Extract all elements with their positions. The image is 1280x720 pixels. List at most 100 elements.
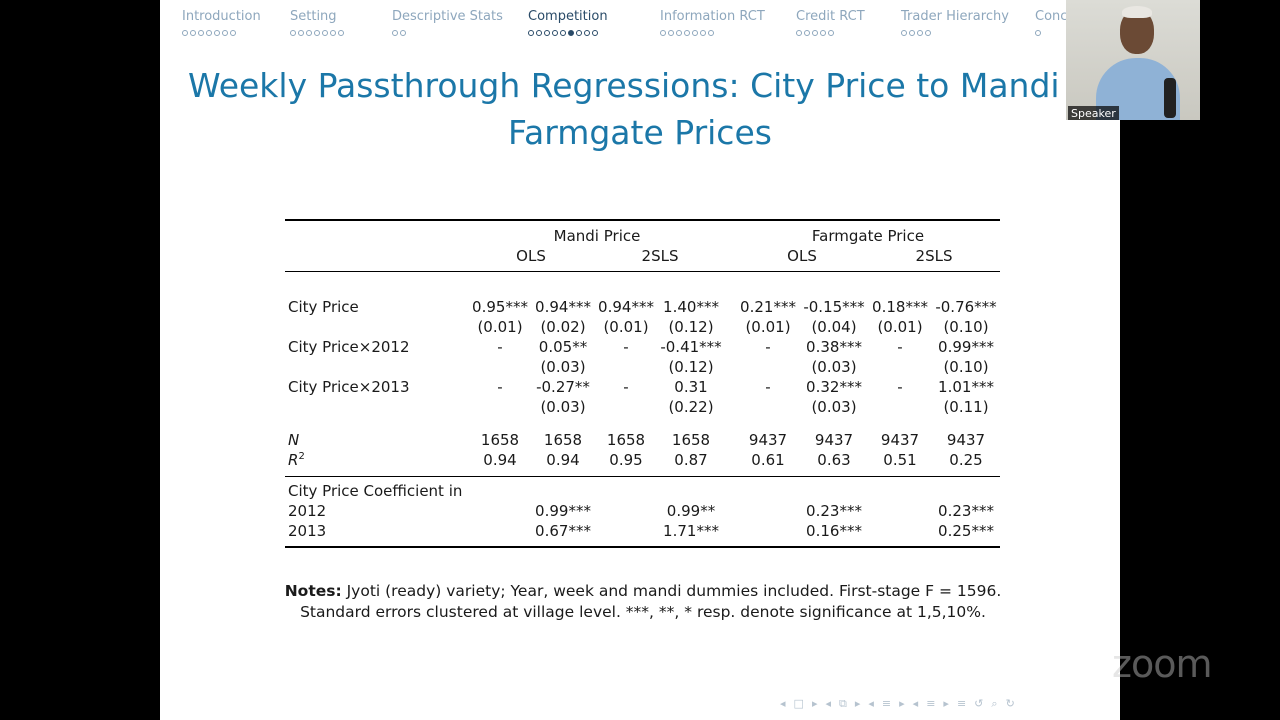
frame-dot-icon[interactable]	[568, 30, 574, 36]
table-cell: 0.95***	[472, 298, 528, 316]
frame-dot-icon[interactable]	[812, 30, 818, 36]
table-cell: 0.25***	[938, 522, 994, 540]
table-cell: (0.10)	[943, 358, 989, 376]
frame-dot-icon[interactable]	[592, 30, 598, 36]
frame-dot-icon[interactable]	[660, 30, 666, 36]
beamer-nav-icon[interactable]: ◂	[868, 697, 874, 710]
beamer-nav-icon[interactable]: ≡	[881, 697, 892, 710]
frame-dot-icon[interactable]	[700, 30, 706, 36]
row-label: City Price×2013	[288, 378, 410, 396]
nav-section-label: Competition	[528, 9, 608, 24]
frame-dot-icon[interactable]	[298, 30, 304, 36]
frame-dot-icon[interactable]	[198, 30, 204, 36]
frame-dot-icon[interactable]	[820, 30, 826, 36]
r2-label: R2	[288, 450, 305, 470]
frame-dot-icon[interactable]	[796, 30, 802, 36]
frame-dot-icon[interactable]	[576, 30, 582, 36]
table-cell: 9437	[748, 431, 788, 449]
beamer-nav-icon[interactable]: ⧉	[839, 697, 847, 710]
beamer-nav-icon[interactable]: ▸	[854, 697, 861, 710]
table-cell: 0.21***	[740, 298, 796, 316]
frame-dot-icon[interactable]	[676, 30, 682, 36]
frame-dot-icon[interactable]	[544, 30, 550, 36]
beamer-navigation-symbols: ◂ □ ▸ ◂ ⧉ ▸ ◂ ≡ ▸ ◂ ≡ ▸ ≡ ↺ ⌕ ↻	[780, 697, 1015, 711]
beamer-nav-icon[interactable]: ≡	[926, 697, 936, 710]
nav-section-7[interactable]: Conc	[1035, 9, 1067, 36]
nav-section-5[interactable]: Credit RCT	[796, 9, 865, 36]
table-cell: -	[765, 378, 771, 396]
frame-dot-icon[interactable]	[692, 30, 698, 36]
frame-dot-icon[interactable]	[330, 30, 336, 36]
table-cell: 1658	[606, 431, 646, 449]
frame-dot-icon[interactable]	[290, 30, 296, 36]
frame-dot-icon[interactable]	[684, 30, 690, 36]
nav-section-label: Credit RCT	[796, 9, 865, 24]
frame-dot-icon[interactable]	[528, 30, 534, 36]
speaker-hair	[1122, 6, 1152, 18]
table-cell: 0.99***	[938, 338, 994, 356]
frame-dot-icon[interactable]	[1035, 30, 1041, 36]
frame-dot-icon[interactable]	[552, 30, 558, 36]
frame-dot-icon[interactable]	[222, 30, 228, 36]
frame-dot-icon[interactable]	[917, 30, 923, 36]
table-cell: -	[497, 378, 503, 396]
frame-dot-icon[interactable]	[708, 30, 714, 36]
beamer-nav-icon[interactable]: ↺	[974, 697, 984, 710]
table-cell: (0.01)	[477, 318, 523, 336]
frame-dot-icon[interactable]	[400, 30, 406, 36]
frame-dot-icon[interactable]	[306, 30, 312, 36]
beamer-nav-icon[interactable]: ▸	[899, 697, 905, 710]
frame-dot-icon[interactable]	[584, 30, 590, 36]
beamer-nav-icon[interactable]: ≡	[956, 697, 967, 710]
nav-section-0[interactable]: Introduction	[182, 9, 261, 36]
frame-dot-icon[interactable]	[925, 30, 931, 36]
frame-dot-icon[interactable]	[206, 30, 212, 36]
frame-dot-icon[interactable]	[338, 30, 344, 36]
nav-section-3[interactable]: Competition	[528, 9, 608, 36]
nav-section-label: Descriptive Stats	[392, 9, 503, 24]
table-cell: 0.51	[883, 451, 917, 469]
beamer-nav-icon[interactable]: ◂	[825, 697, 831, 710]
frame-dot-icon[interactable]	[190, 30, 196, 36]
beamer-nav-icon[interactable]: □	[793, 697, 804, 710]
notes-line-1: Jyoti (ready) variety; Year, week and ma…	[341, 582, 1002, 600]
nav-section-2[interactable]: Descriptive Stats	[392, 9, 503, 36]
table-cell: (0.10)	[943, 318, 989, 336]
coef-section-label: City Price Coefficient in	[288, 482, 463, 500]
frame-dot-icon[interactable]	[909, 30, 915, 36]
frame-dot-icon[interactable]	[314, 30, 320, 36]
nav-frame-dots	[392, 30, 503, 36]
frame-dot-icon[interactable]	[322, 30, 328, 36]
nav-section-4[interactable]: Information RCT	[660, 9, 765, 36]
beamer-nav-icon[interactable]: ▸	[811, 697, 818, 710]
beamer-nav-icon[interactable]: ▸	[943, 697, 949, 710]
frame-dot-icon[interactable]	[214, 30, 220, 36]
frame-dot-icon[interactable]	[182, 30, 188, 36]
frame-dot-icon[interactable]	[392, 30, 398, 36]
subgroup-header: 2SLS	[641, 247, 679, 265]
table-cell: 9437	[880, 431, 920, 449]
table-cell: (0.04)	[811, 318, 857, 336]
table-cell: 0.31	[674, 378, 708, 396]
table-cell: 0.99**	[666, 502, 716, 520]
table-cell: 0.63	[817, 451, 851, 469]
frame-dot-icon[interactable]	[230, 30, 236, 36]
frame-dot-icon[interactable]	[828, 30, 834, 36]
beamer-nav-icon[interactable]: ↻	[1005, 697, 1015, 710]
frame-dot-icon[interactable]	[560, 30, 566, 36]
beamer-nav-icon[interactable]: ◂	[780, 697, 786, 710]
beamer-nav-icon[interactable]: ◂	[912, 697, 919, 710]
table-cell: (0.03)	[811, 358, 857, 376]
table-rule	[285, 476, 1000, 477]
table-cell: -	[623, 378, 629, 396]
table-cell: (0.03)	[540, 358, 586, 376]
beamer-nav-icon[interactable]: ⌕	[991, 697, 998, 710]
table-cell: (0.02)	[540, 318, 586, 336]
table-cell: 0.94***	[535, 298, 591, 316]
nav-section-1[interactable]: Setting	[290, 9, 344, 36]
frame-dot-icon[interactable]	[668, 30, 674, 36]
frame-dot-icon[interactable]	[804, 30, 810, 36]
frame-dot-icon[interactable]	[536, 30, 542, 36]
nav-section-6[interactable]: Trader Hierarchy	[901, 9, 1009, 36]
frame-dot-icon[interactable]	[901, 30, 907, 36]
